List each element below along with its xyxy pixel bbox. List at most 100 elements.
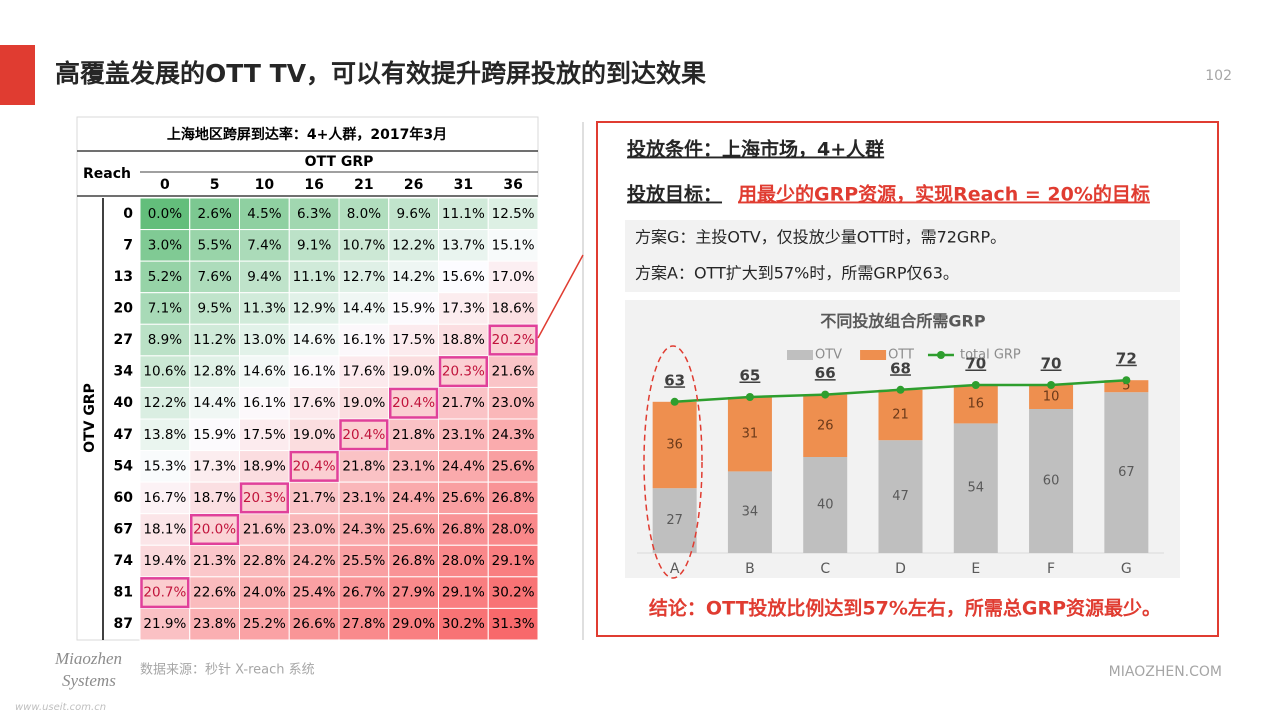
total-dot <box>1047 381 1056 389</box>
cell-value: 24.0% <box>243 585 286 601</box>
bar-segment <box>727 471 772 553</box>
row-group: OTV GRP <box>82 383 98 453</box>
cell-value: 9.6% <box>396 206 430 222</box>
cell <box>239 229 290 262</box>
total-label: 70 <box>1041 355 1062 373</box>
cell-value: 19.4% <box>143 553 186 569</box>
segment-label: 47 <box>892 489 909 504</box>
cell-value: 20.4% <box>342 427 385 443</box>
cell-value: 5.5% <box>197 237 231 253</box>
condition: 投放条件：上海市场，4+人群 <box>627 138 884 161</box>
cell <box>139 323 191 357</box>
cell-value: 20.0% <box>193 521 236 537</box>
cell <box>338 607 390 641</box>
goal: 用最少的GRP资源，实现Reach = 20%的目标 <box>738 183 1150 206</box>
cell-value: 10.6% <box>143 364 186 380</box>
cell-value: 23.1% <box>392 458 435 474</box>
row-label: 74 <box>114 553 134 569</box>
cell <box>239 355 290 388</box>
cell <box>338 418 390 452</box>
cell <box>487 513 539 546</box>
cell <box>487 323 539 357</box>
bar-segment <box>953 423 998 553</box>
cell-value: 29.1% <box>492 553 535 569</box>
cell <box>487 576 539 609</box>
column-label: 16 <box>304 177 323 193</box>
cell <box>189 386 240 420</box>
cell-highlight <box>140 577 190 609</box>
site: MIAOZHEN.COM <box>1109 664 1222 680</box>
cell <box>189 607 240 641</box>
cell <box>189 513 240 546</box>
cell <box>438 607 489 641</box>
cell <box>139 292 191 325</box>
cell <box>239 260 290 294</box>
row-label: 34 <box>114 364 134 380</box>
legend-label: OTT <box>888 348 914 363</box>
cell-value: 26.6% <box>293 616 336 632</box>
cell-value: 6.3% <box>297 206 331 222</box>
legend-label: OTV <box>815 348 842 363</box>
cell-value: 21.6% <box>243 521 286 537</box>
row-label: 54 <box>114 458 134 474</box>
total-dot <box>1122 376 1131 385</box>
total-dot <box>821 390 830 399</box>
cell-value: 21.6% <box>492 364 535 380</box>
cell-value: 26.8% <box>392 553 435 569</box>
cell-value: 14.4% <box>193 395 236 411</box>
page-number: 102 <box>1205 68 1232 84</box>
cell-value: 21.8% <box>392 427 435 443</box>
cell <box>487 607 539 641</box>
cell-value: 19.0% <box>342 395 385 411</box>
cell <box>139 481 191 515</box>
cell-value: 24.3% <box>342 521 385 537</box>
bar-segment <box>652 401 697 489</box>
cell <box>139 418 191 452</box>
row-label: 87 <box>114 616 133 632</box>
cell <box>388 576 439 609</box>
cell-value: 19.0% <box>392 364 435 380</box>
row-label: 20 <box>114 300 134 316</box>
x-tick-label: A <box>670 561 680 577</box>
cell-value: 12.9% <box>293 300 336 316</box>
cell-value: 12.2% <box>143 395 186 411</box>
bar-segment <box>1104 380 1149 393</box>
cell-value: 11.1% <box>442 206 485 222</box>
cell-value: 26.8% <box>442 521 485 537</box>
cell-value: 14.6% <box>243 364 286 380</box>
x-tick-label: F <box>1047 561 1055 577</box>
cell <box>288 513 340 546</box>
segment-label: 40 <box>817 498 834 513</box>
cell <box>338 544 390 578</box>
cell-value: 18.9% <box>243 458 286 474</box>
cell-value: 20.7% <box>143 585 186 601</box>
cell-value: 24.2% <box>293 553 336 569</box>
cell <box>487 544 539 578</box>
cell-value: 12.7% <box>342 269 385 285</box>
cell-value: 15.9% <box>193 427 236 443</box>
legend-label: total GRP <box>960 348 1021 363</box>
cell-highlight <box>488 324 538 356</box>
column-label: 21 <box>354 177 373 193</box>
cell-value: 7.6% <box>197 269 231 285</box>
bar-segment <box>727 397 772 472</box>
cell <box>239 544 290 578</box>
cell-value: 20.4% <box>392 395 435 411</box>
segment-label: 16 <box>968 397 985 412</box>
total-label: 72 <box>1116 350 1137 368</box>
conclusion: 结论：OTT投放比例达到57%左右，所需总GRP资源最少。 <box>649 597 1161 620</box>
cell <box>438 355 489 388</box>
cell-value: 20.4% <box>293 458 336 474</box>
cell <box>189 481 240 515</box>
cell-value: 17.6% <box>342 364 385 380</box>
cell <box>438 576 489 609</box>
table-body: 0 5 10 16 21 26 31 36 0 7 13 20 27 34 40 47 54 60 67 74 81 87… <box>114 177 539 641</box>
row-label: 13 <box>114 269 133 285</box>
goal-label: 投放目标： <box>627 183 722 206</box>
row-label: 0 <box>123 206 133 222</box>
source: 数据来源：秒针 X-reach 系统 <box>140 663 315 678</box>
cell-value: 16.1% <box>342 332 385 348</box>
cell-value: 20.3% <box>442 364 485 380</box>
cell-value: 15.9% <box>392 300 435 316</box>
